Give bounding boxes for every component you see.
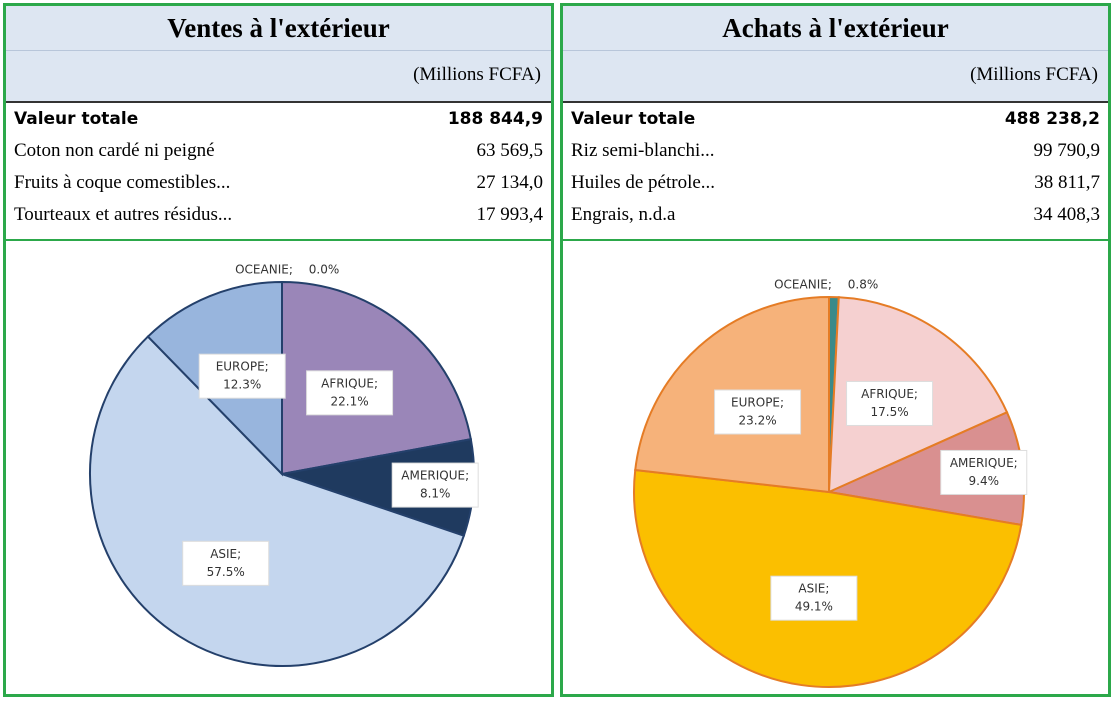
table-row: Coton non cardé ni peigné 63 569,5 [6, 135, 551, 167]
panel-title: Achats à l'extérieur [563, 6, 1108, 51]
label-box [391, 462, 479, 508]
table-row: Tourteaux et autres résidus... 17 993,4 [6, 199, 551, 231]
label-box [755, 276, 895, 294]
slice-value: 8.1% [420, 487, 451, 501]
slice-label: ASIE; [798, 582, 829, 596]
panel: Ventes à l'extérieur (Millions FCFA) Valeu… [3, 3, 554, 697]
row-value: 27 134,0 [476, 172, 544, 193]
slice-label: AFRIQUE; [861, 387, 918, 401]
slice-label: EUROPE; [216, 360, 269, 374]
slice-value: 49.1% [795, 600, 833, 614]
label-box [770, 575, 858, 621]
row-label: Valeur totale [571, 109, 696, 129]
slice-label: ASIE; [210, 547, 241, 561]
label-box [182, 540, 270, 586]
row-value: 34 408,3 [1033, 204, 1101, 225]
pie-chart: OCEANIE; 0.8% AFRIQUE; 17.5% AMERIQUE; 9.4% AS… [633, 276, 1028, 688]
slice-label: AMERIQUE; [950, 456, 1018, 470]
label-box [940, 449, 1028, 495]
table-row: Valeur totale 188 844,9 [6, 103, 551, 135]
unit-label: (Millions FCFA) [563, 51, 1108, 103]
panel-title: Ventes à l'extérieur [6, 6, 551, 51]
table-row: Fruits à coque comestibles... 27 134,0 [6, 167, 551, 199]
slice-value: 0.8% [848, 278, 879, 292]
slice-label: EUROPE; [731, 395, 784, 409]
slice-value: 57.5% [207, 565, 245, 579]
table-row: Huiles de pétrole... 38 811,7 [563, 167, 1108, 199]
unit-label: (Millions FCFA) [6, 51, 551, 103]
panel: Achats à l'extérieur (Millions FCFA) Valeu… [560, 3, 1111, 697]
slice-label: OCEANIE; [235, 263, 293, 277]
slice-value: 9.4% [969, 474, 1000, 488]
slice-value: 22.1% [331, 394, 369, 408]
row-value: 188 844,9 [447, 109, 543, 129]
row-value: 63 569,5 [476, 140, 544, 161]
slice-value: 17.5% [870, 405, 908, 419]
table-wrap: Valeur totale 188 844,9 Coton non cardé ni… [6, 103, 551, 241]
row-label: Valeur totale [14, 109, 139, 129]
slice-value: 12.3% [223, 378, 261, 392]
table-row: Engrais, n.d.a 34 408,3 [563, 199, 1108, 231]
row-label: Tourteaux et autres résidus... [14, 204, 233, 225]
table: Valeur totale 188 844,9 Coton non cardé ni… [6, 103, 551, 231]
slice-label: AFRIQUE; [321, 376, 378, 390]
label-box [846, 380, 934, 426]
row-value: 488 238,2 [1004, 109, 1100, 129]
row-label: Riz semi-blanchi... [571, 140, 715, 161]
table: Valeur totale 488 238,2 Riz semi-blanchi..… [563, 103, 1108, 231]
label-box [714, 389, 802, 435]
table-row: Riz semi-blanchi... 99 790,9 [563, 135, 1108, 167]
slice-value: 23.2% [739, 413, 777, 427]
row-label: Engrais, n.d.a [571, 204, 676, 225]
row-value: 99 790,9 [1033, 140, 1101, 161]
row-value: 17 993,4 [476, 204, 544, 225]
table-row: Valeur totale 488 238,2 [563, 103, 1108, 135]
slice-label: AMERIQUE; [401, 469, 469, 483]
row-label: Coton non cardé ni peigné [14, 140, 215, 161]
pie-chart: AFRIQUE; 22.1% AMERIQUE; 8.1% ASIE; 57.5% EURO… [89, 261, 479, 667]
slice-value: 0.0% [309, 263, 340, 277]
label-box [216, 261, 356, 279]
table-wrap: Valeur totale 488 238,2 Riz semi-blanchi..… [563, 103, 1108, 241]
row-label: Fruits à coque comestibles... [14, 172, 231, 193]
label-box [198, 353, 286, 399]
label-box [306, 370, 394, 416]
row-value: 38 811,7 [1034, 172, 1100, 193]
slice-label: OCEANIE; [774, 278, 832, 292]
row-label: Huiles de pétrole... [571, 172, 716, 193]
